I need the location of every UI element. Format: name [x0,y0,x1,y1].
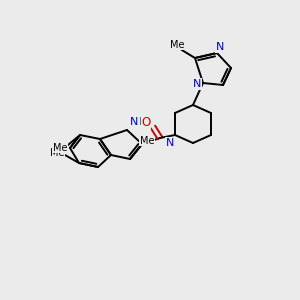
Text: H: H [139,117,147,127]
Text: O: O [141,116,151,130]
Text: Me: Me [140,136,154,146]
Text: N: N [166,138,174,148]
Text: Me: Me [53,143,67,153]
Text: N: N [216,42,224,52]
Text: N: N [130,117,138,127]
Text: Me: Me [50,148,64,158]
Text: Me: Me [170,40,184,50]
Text: N: N [193,79,201,89]
